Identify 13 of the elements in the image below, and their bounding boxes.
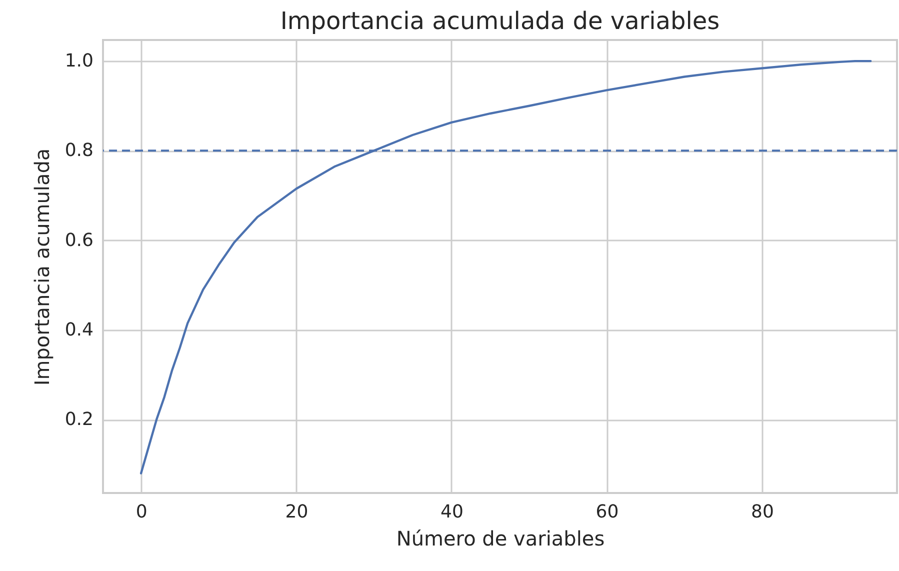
y-tick-label: 0.6 bbox=[64, 230, 94, 251]
y-tick-label: 0.2 bbox=[64, 409, 94, 430]
y-axis-title: Importancia acumulada bbox=[30, 148, 54, 386]
x-tick-label: 60 bbox=[596, 502, 619, 522]
x-tick-label: 0 bbox=[136, 502, 148, 522]
x-tick-label: 40 bbox=[440, 502, 464, 522]
x-tick-label: 80 bbox=[750, 502, 774, 522]
y-tick-label: 0.8 bbox=[64, 140, 94, 162]
chart-title: Importancia acumulada de variables bbox=[280, 7, 720, 35]
y-tick-label: 1.0 bbox=[64, 50, 94, 72]
x-axis-title: Número de variables bbox=[396, 526, 605, 550]
x-tick-label: 20 bbox=[285, 502, 308, 522]
y-tick-label: 0.4 bbox=[64, 319, 94, 340]
